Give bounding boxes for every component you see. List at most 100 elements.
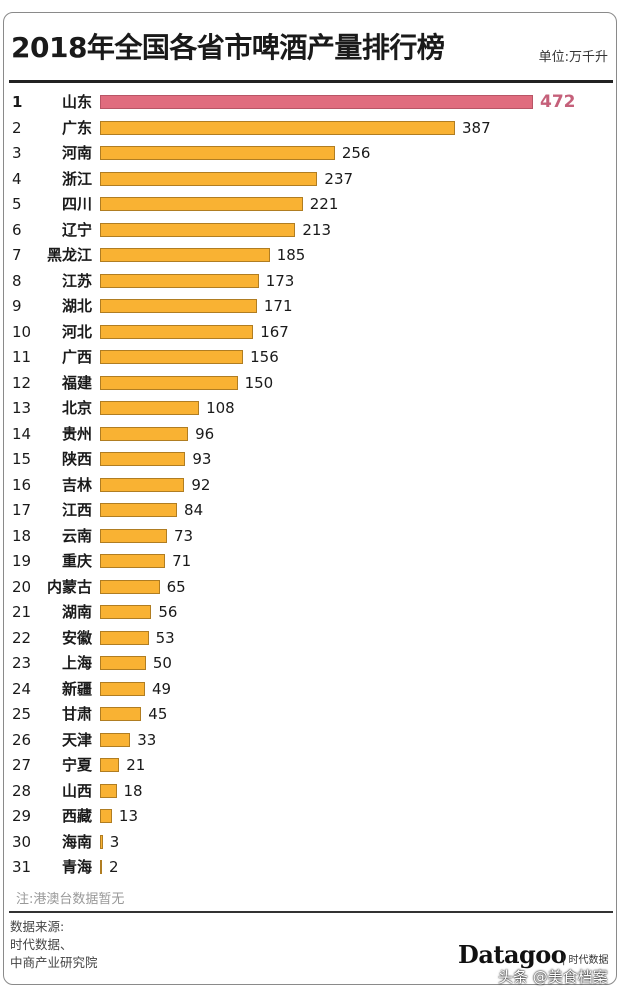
bar-row: 18 云南 73 [0,526,622,546]
bar-row: 8 江苏 173 [0,271,622,291]
province-label: 甘肃 [61,705,92,723]
bar [100,605,152,619]
bar-row: 31 青海 2 [0,857,622,877]
bar [100,120,456,135]
title-divider [9,80,613,83]
bar-row: 3 河南 256 [0,143,622,163]
rank-label: 15 [12,450,32,468]
value-label: 213 [302,220,332,239]
bar-row: 14 贵州 96 [0,424,622,444]
bar [100,426,189,441]
bar-row: 13 北京 108 [0,398,622,418]
value-label: 150 [244,373,274,392]
rank-label: 1 [12,93,23,111]
footer-divider [9,911,613,913]
source-line: 数据来源: [10,919,65,934]
province-label: 贵州 [61,424,92,443]
value-label: 173 [265,271,295,290]
rank-label: 24 [12,679,32,698]
bar-row: 1 山东 472 [0,92,622,112]
province-label: 西藏 [61,807,92,825]
value-label: 156 [250,348,279,366]
bar [100,324,254,339]
province-label: 海南 [61,832,92,851]
value-label: 108 [206,399,235,417]
value-label: 56 [158,603,178,621]
province-label: 湖南 [61,603,92,621]
bar [100,528,167,543]
bar [100,146,335,160]
value-label: 73 [173,526,194,545]
value-label: 171 [263,297,293,315]
value-label: 167 [260,322,289,341]
brand-logo: Datagoo [458,940,567,969]
rank-label: 18 [12,526,32,545]
bar-row: 6 辽宁 213 [0,220,622,240]
rank-label: 20 [12,577,32,596]
rank-label: 28 [12,781,32,800]
bar-row: 12 福建 150 [0,373,622,393]
chart-title: 2018年全国各省市啤酒产量排行榜 [11,31,445,64]
rank-label: 27 [12,756,32,774]
province-label: 青海 [61,858,92,876]
value-label: 387 [462,118,491,137]
value-label: 96 [195,424,215,443]
province-label: 广西 [61,348,92,366]
bar-row: 10 河北 167 [0,322,622,342]
value-label: 18 [123,781,143,800]
rank-label: 9 [12,297,22,315]
rank-label: 10 [12,322,32,341]
bar [100,681,145,696]
bar [100,630,149,645]
rank-label: 7 [12,246,22,264]
chart-card [3,12,617,985]
province-label: 北京 [61,399,92,417]
rank-label: 8 [12,271,22,290]
bar [100,171,318,186]
bar-row: 7 黑龙江 185 [0,245,622,265]
bar [100,401,200,415]
value-label: 49 [151,679,172,698]
value-label: 221 [309,195,339,213]
province-label: 江苏 [61,271,92,290]
bar-row: 11 广西 156 [0,347,622,367]
province-label: 陕西 [61,450,92,468]
rank-label: 31 [12,858,32,876]
footnote: 注:港澳台数据暂无 [16,892,125,907]
bar [100,350,244,364]
bar [100,732,131,747]
province-label: 湖北 [61,297,92,315]
bar [100,222,296,237]
bar-row: 26 天津 33 [0,730,622,750]
bar [100,860,102,874]
bar [100,834,103,849]
bar-row: 17 江西 84 [0,500,622,520]
source-line: 中商产业研究院 [10,955,98,970]
bar [100,375,238,390]
bar [100,783,117,798]
province-label: 内蒙古 [46,577,92,596]
value-label: 65 [166,577,186,596]
bar-row: 15 陕西 93 [0,449,622,469]
rank-label: 22 [12,628,32,647]
rank-label: 29 [12,807,32,825]
brand-subtitle: | 时代数据 [562,955,609,966]
province-label: 新疆 [61,679,92,698]
province-label: 上海 [61,654,92,672]
watermark: 头条 @美食档案 [498,968,608,986]
province-label: 广东 [61,118,92,137]
bar-row: 30 海南 3 [0,832,622,852]
bar-row: 5 四川 221 [0,194,622,214]
rank-label: 2 [12,118,22,137]
province-label: 宁夏 [61,756,92,774]
bar [100,809,112,823]
bar [100,579,160,594]
value-label: 3 [109,832,120,851]
bar-row: 25 甘肃 45 [0,704,622,724]
bar-row: 28 山西 18 [0,781,622,801]
province-label: 山西 [61,781,92,800]
source-line: 时代数据、 [10,937,73,952]
value-label: 71 [172,552,192,570]
rank-label: 4 [12,169,22,188]
value-label: 45 [148,705,168,723]
